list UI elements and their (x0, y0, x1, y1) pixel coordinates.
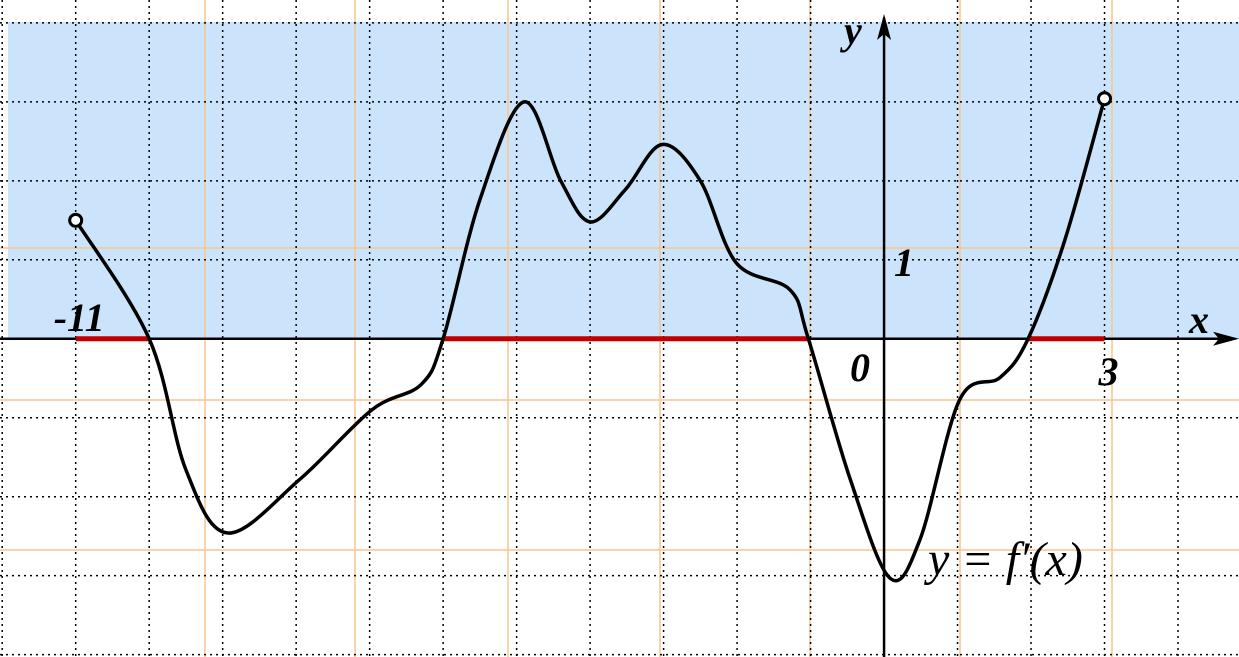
origin-label: 0 (850, 345, 870, 390)
y-tick-label: 1 (894, 240, 914, 285)
x-tick-label: 3 (1098, 349, 1119, 394)
x-arrow (1213, 331, 1239, 346)
y-axis-label: y (840, 8, 862, 53)
x-tick-label: -11 (54, 295, 105, 340)
y-arrow (877, 14, 892, 40)
curve (74, 98, 1107, 583)
open-endpoint (1097, 91, 1113, 107)
x-axis-label: x (1188, 297, 1209, 342)
open-endpoint (68, 212, 84, 228)
function-label: y = f′(x) (923, 533, 1083, 586)
